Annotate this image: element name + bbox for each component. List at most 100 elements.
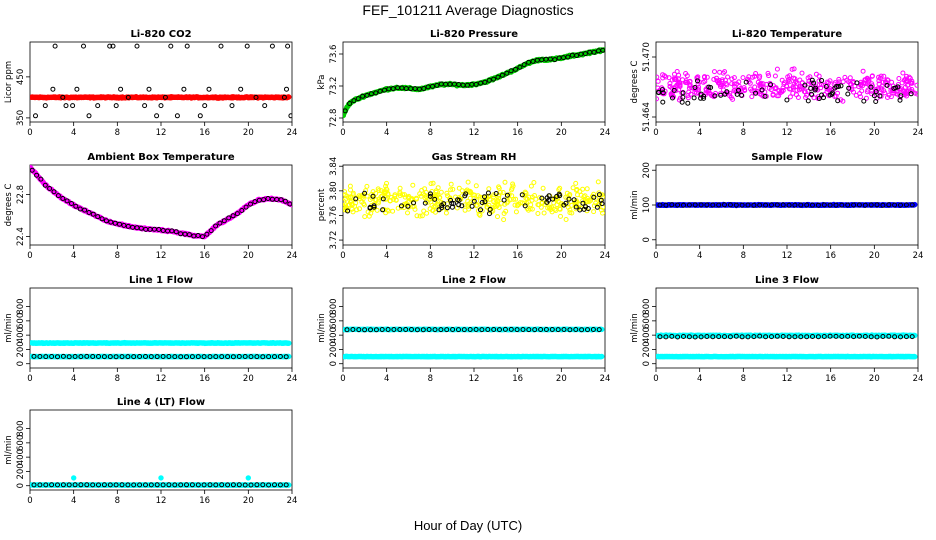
points-layer [656,66,918,106]
data-point [703,87,709,93]
data-point [707,90,712,96]
data-point [712,69,717,75]
data-point [686,202,692,208]
data-point [63,103,69,109]
data-point [367,197,373,203]
data-point [517,200,523,206]
x-tick-label: 24 [600,128,611,138]
data-point [397,185,403,191]
data-point [670,95,675,101]
data-point [530,58,536,64]
data-point [158,103,164,109]
panel-title: Line 2 Flow [442,275,506,286]
y-tick-label: 400 [16,327,26,343]
y-tick-label: 200 [329,341,339,357]
data-point [546,197,551,203]
data-point [184,43,190,49]
data-point [868,334,874,340]
x-tick-label: 8 [115,251,120,261]
data-point [805,88,811,94]
x-tick-label: 24 [913,251,924,261]
data-point [833,93,839,99]
data-point [414,196,419,202]
data-point [729,81,735,87]
data-point [864,89,870,95]
data-point [362,190,368,196]
data-point [52,43,58,49]
data-point [364,183,370,189]
data-point [797,77,803,83]
data-point [810,202,815,208]
data-point [411,200,416,206]
x-tick-label: 0 [340,251,345,261]
data-point [522,192,528,198]
data-point [491,327,497,332]
data-point [113,103,119,109]
data-point [686,85,692,91]
data-point [55,354,60,360]
data-point [350,209,356,215]
data-point [710,334,716,340]
data-point [373,327,379,333]
data-point [526,194,532,200]
data-point [399,203,404,209]
data-point [55,193,61,199]
data-point [731,75,737,81]
data-point [685,100,691,106]
x-tick-label: 16 [512,128,523,138]
y-tick-label: 0 [329,361,339,366]
data-point [868,202,874,208]
data-point [768,82,774,88]
data-point [776,88,782,94]
data-point [845,91,851,97]
data-point [548,207,554,213]
data-point [770,91,776,97]
data-point [459,203,465,209]
data-point [513,209,519,215]
data-point [370,189,376,195]
data-point [889,79,895,85]
data-point [667,81,673,86]
data-point [101,354,107,360]
data-point [757,202,763,208]
data-point [805,75,811,81]
data-point [473,327,479,332]
data-point [31,353,37,359]
data-point [676,72,682,78]
data-point [397,193,403,199]
data-point [448,197,454,203]
data-point [131,354,137,360]
data-point [343,189,347,195]
data-point [286,94,292,100]
data-point [526,59,532,65]
data-point [675,334,681,340]
points-layer [656,332,918,360]
data-point [353,196,359,202]
data-point [769,334,774,340]
data-point [808,85,814,91]
data-point [557,206,563,212]
data-point [596,327,602,333]
data-point [675,202,681,208]
data-point [752,84,758,90]
data-point [804,334,810,340]
data-point [248,201,253,207]
data-point [112,220,118,226]
data-point [426,327,432,332]
data-point [748,86,754,92]
x-tick-label: 4 [697,128,702,138]
data-point [728,95,734,100]
data-point [420,327,426,333]
data-point [600,210,605,216]
data-point [799,70,805,76]
data-point [174,113,180,119]
data-point [351,98,357,104]
data-point [260,354,266,360]
data-point [520,327,526,332]
panel-title: Line 3 Flow [755,275,819,286]
data-point [50,86,56,92]
data-point [858,94,863,100]
x-tick-label: 12 [156,251,167,261]
data-point [526,327,532,333]
